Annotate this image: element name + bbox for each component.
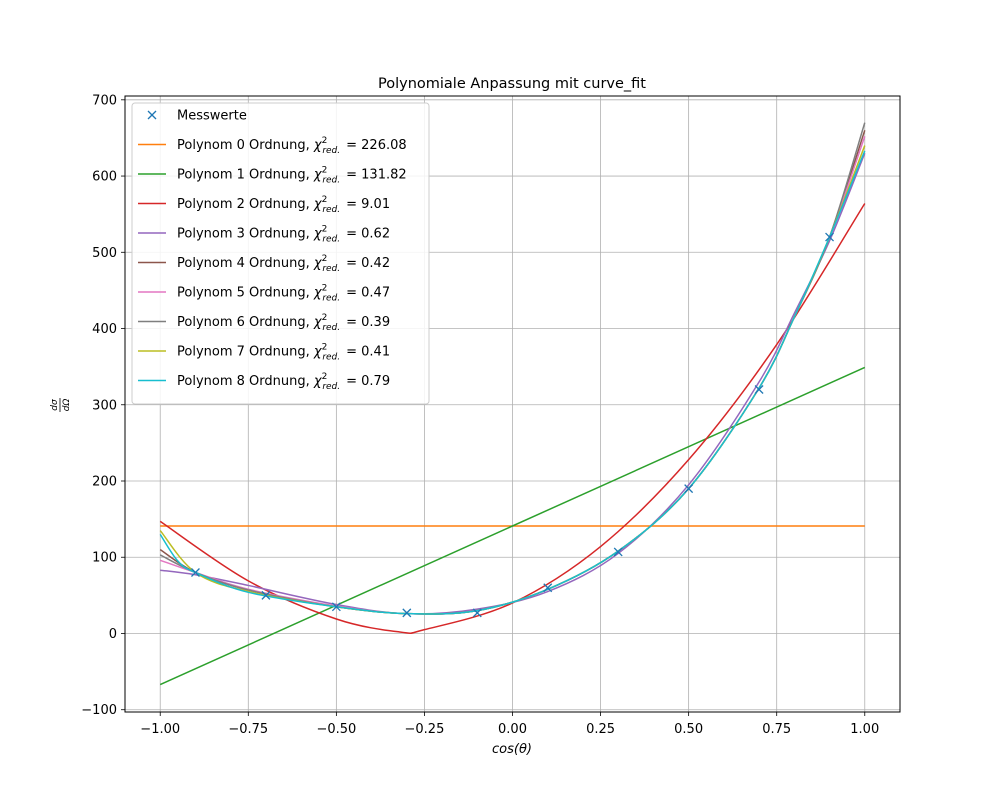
measurement-point xyxy=(472,608,482,618)
measurement-point xyxy=(613,547,623,557)
x-tick-label: 0.50 xyxy=(674,722,703,737)
x-tick-label: 1.00 xyxy=(850,722,879,737)
legend-item-polynom-7: Polynom 7 Ordnung, χ2 red. = 0.41 xyxy=(138,343,390,363)
measurement-point xyxy=(825,232,835,242)
measurement-point xyxy=(754,385,764,394)
x-tick-label: −0.75 xyxy=(228,722,268,737)
measurement-point xyxy=(261,590,271,600)
y-axis-label: dσ dΩ xyxy=(50,398,72,412)
y-tick-label: 700 xyxy=(92,93,117,108)
x-tick-label: 0.25 xyxy=(586,722,615,737)
measurement-point xyxy=(331,602,341,612)
y-axis-label-numerator: dσ xyxy=(50,399,60,411)
legend-label: Polynom 2 Ordnung, χ2 red. = 9.01 xyxy=(177,195,390,215)
legend-item-polynom-4: Polynom 4 Ordnung, χ2 red. = 0.42 xyxy=(138,254,390,274)
x-axis-label: cos(θ) xyxy=(492,742,532,757)
x-tick-label: −0.50 xyxy=(316,722,356,737)
y-tick-label: 400 xyxy=(92,322,117,337)
legend-label: Polynom 3 Ordnung, χ2 red. = 0.62 xyxy=(177,225,390,245)
x-axis: −1.00 −0.75 −0.50 −0.25 0.00 0.25 0.50 0.75 1.00 xyxy=(140,712,879,737)
legend-label: Messwerte xyxy=(177,109,247,124)
legend: Messwerte Polynom 0 Ordnung, χ2 red. = 226.… xyxy=(131,102,430,405)
legend-item-polynom-6: Polynom 6 Ordnung, χ2 red. = 0.39 xyxy=(138,313,390,333)
legend-item-polynom-0: Polynom 0 Ordnung, χ2 red. = 226.08 xyxy=(138,136,407,156)
legend-label: Polynom 6 Ordnung, χ2 red. = 0.39 xyxy=(177,313,390,333)
x-tick-label: −1.00 xyxy=(140,722,180,737)
x-tick-label: −0.25 xyxy=(405,722,445,737)
y-tick-label: 500 xyxy=(92,246,117,261)
measurement-point xyxy=(543,583,553,593)
legend-item-polynom-8: Polynom 8 Ordnung, χ2 red. = 0.79 xyxy=(138,372,390,392)
chart-title: Polynomiale Anpassung mit curve_fit xyxy=(378,76,646,92)
legend-label: Polynom 8 Ordnung, χ2 red. = 0.79 xyxy=(177,372,390,392)
y-tick-label: 0 xyxy=(109,627,117,642)
y-axis: −100 0 100 200 300 400 500 600 700 xyxy=(81,93,125,718)
legend-label: Polynom 0 Ordnung, χ2 red. = 226.08 xyxy=(177,136,407,156)
fit-curve-polynom-1 xyxy=(159,366,866,686)
x-tick-label: 0.00 xyxy=(498,722,527,737)
y-tick-label: 600 xyxy=(92,170,117,185)
legend-item-polynom-2: Polynom 2 Ordnung, χ2 red. = 9.01 xyxy=(138,195,390,215)
measurement-point xyxy=(402,608,412,618)
legend-item-polynom-5: Polynom 5 Ordnung, χ2 red. = 0.47 xyxy=(138,284,390,304)
legend-label: Polynom 4 Ordnung, χ2 red. = 0.42 xyxy=(177,254,390,274)
plot-area xyxy=(159,122,866,686)
y-tick-label: −100 xyxy=(81,703,117,718)
legend-item-polynom-3: Polynom 3 Ordnung, χ2 red. = 0.62 xyxy=(138,225,390,245)
legend-label: Polynom 5 Ordnung, χ2 red. = 0.47 xyxy=(177,284,390,304)
legend-label: Polynom 1 Ordnung, χ2 red. = 131.82 xyxy=(177,166,407,186)
legend-item-polynom-1: Polynom 1 Ordnung, χ2 red. = 131.82 xyxy=(138,166,407,186)
y-axis-label-denominator: dΩ xyxy=(62,399,72,412)
y-tick-label: 300 xyxy=(92,398,117,413)
measurement-point xyxy=(684,484,694,494)
x-tick-label: 0.75 xyxy=(762,722,791,737)
y-tick-label: 200 xyxy=(92,475,117,490)
legend-item-messwerte: Messwerte xyxy=(147,109,247,124)
legend-label: Polynom 7 Ordnung, χ2 red. = 0.41 xyxy=(177,343,390,363)
y-tick-label: 100 xyxy=(92,551,117,566)
measurement-point xyxy=(190,568,200,577)
legend-box xyxy=(131,102,430,405)
fit-curve-polynom-3 xyxy=(160,152,866,615)
